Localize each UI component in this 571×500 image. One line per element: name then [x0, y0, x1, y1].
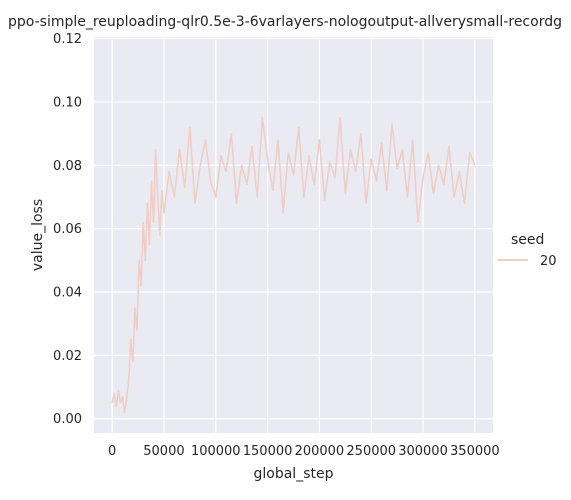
x-axis-label: global_step	[254, 466, 334, 482]
legend-entry-label: 20	[540, 254, 557, 269]
series-line-20	[111, 117, 476, 414]
legend-title: seed	[511, 232, 544, 248]
y-tick-label: 0.04	[53, 286, 82, 301]
y-tick-label: 0.02	[53, 349, 82, 364]
y-tick-label: 0.10	[53, 95, 82, 110]
x-tick-label: 300000	[398, 444, 448, 459]
y-tick-label: 0.12	[53, 32, 82, 47]
y-axis-label: value_loss	[30, 199, 46, 271]
x-tick-label: 250000	[346, 444, 396, 459]
x-tick-label: 0	[108, 444, 116, 459]
chart-title: ppo-simple_reuploading-qlr0.5e-3-6varlay…	[8, 14, 562, 30]
y-tick-label: 0.00	[53, 412, 82, 427]
x-tick-label: 150000	[243, 444, 293, 459]
tick-labels: 0 50000 100000 150000 200000 250000 300000 3500…	[53, 32, 500, 459]
x-tick-label: 200000	[295, 444, 345, 459]
plot-background	[94, 37, 493, 433]
x-tick-label: 350000	[450, 444, 500, 459]
x-tick-label: 100000	[191, 444, 241, 459]
legend: seed 20	[498, 232, 557, 269]
y-tick-label: 0.08	[53, 159, 82, 174]
x-tick-label: 50000	[143, 444, 184, 459]
series-layer	[111, 117, 476, 414]
y-tick-label: 0.06	[53, 222, 82, 237]
